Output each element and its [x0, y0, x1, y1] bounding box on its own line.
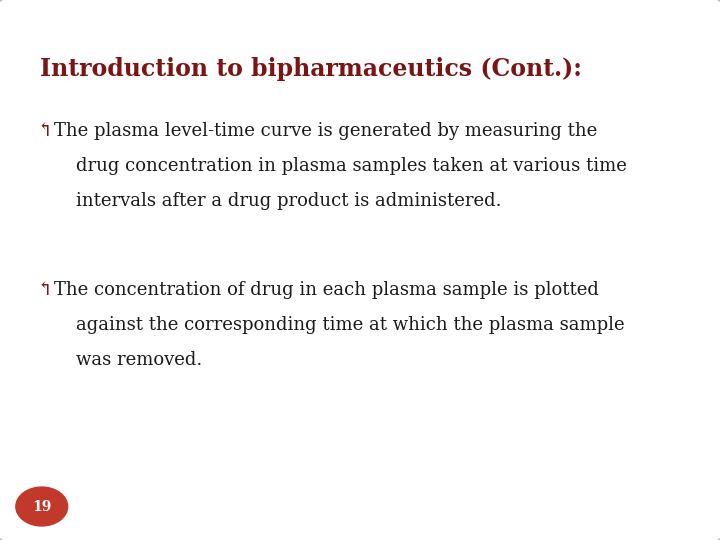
Text: was removed.: was removed.	[76, 351, 202, 369]
Text: Introduction to bipharmaceutics (Cont.):: Introduction to bipharmaceutics (Cont.):	[40, 57, 582, 80]
Text: against the corresponding time at which the plasma sample: against the corresponding time at which …	[76, 316, 624, 334]
Text: ↰: ↰	[36, 122, 53, 139]
Text: The plasma level-time curve is generated by measuring the: The plasma level-time curve is generated…	[54, 122, 598, 139]
Text: drug concentration in plasma samples taken at various time: drug concentration in plasma samples tak…	[76, 157, 626, 174]
Text: 19: 19	[32, 500, 51, 514]
Text: The concentration of drug in each plasma sample is plotted: The concentration of drug in each plasma…	[54, 281, 599, 299]
Text: intervals after a drug product is administered.: intervals after a drug product is admini…	[76, 192, 501, 210]
Circle shape	[16, 487, 68, 526]
Text: ↰: ↰	[36, 281, 53, 299]
